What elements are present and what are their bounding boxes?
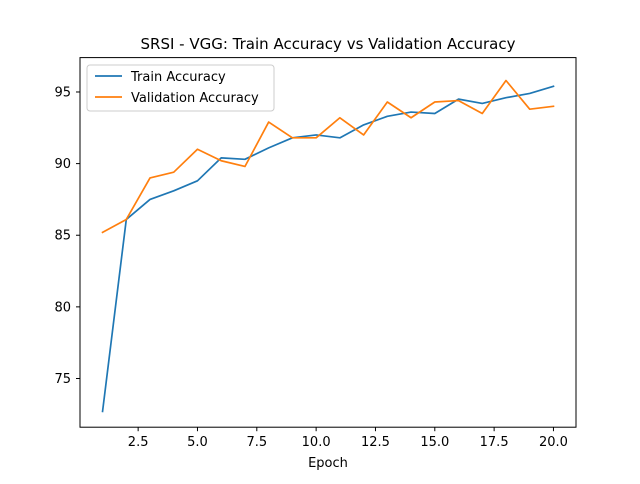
x-axis-label: Epoch xyxy=(308,456,348,471)
data-point-train xyxy=(552,85,555,88)
chart-title: SRSI - VGG: Train Accuracy vs Validation… xyxy=(141,35,516,53)
data-point-validation xyxy=(528,108,531,111)
legend-label-validation: Validation Accuracy xyxy=(131,91,259,106)
data-point-validation xyxy=(291,136,294,139)
data-point-train xyxy=(528,92,531,95)
legend-box xyxy=(86,64,275,112)
x-tick-label: 12.5 xyxy=(361,435,390,450)
x-tick-label: 2.5 xyxy=(128,435,149,450)
plot-area xyxy=(79,57,577,428)
data-point-train xyxy=(243,158,246,161)
data-point-validation xyxy=(243,165,246,168)
data-point-validation xyxy=(125,218,128,221)
data-point-validation xyxy=(267,120,270,123)
legend-item-train: Train Accuracy xyxy=(95,70,226,85)
x-tick-label: 17.5 xyxy=(480,435,509,450)
legend-item-validation: Validation Accuracy xyxy=(95,91,259,106)
series-line-train xyxy=(101,85,555,413)
data-point-validation xyxy=(148,176,151,179)
y-tick-label: 75 xyxy=(54,372,71,387)
data-point-train xyxy=(267,146,270,149)
data-point-train xyxy=(504,96,507,99)
data-point-validation xyxy=(433,100,436,103)
x-tick-label: 5.0 xyxy=(187,435,208,450)
data-point-train xyxy=(101,410,104,413)
legend-label-train: Train Accuracy xyxy=(130,70,226,85)
x-tick-label: 20.0 xyxy=(539,435,568,450)
data-point-train xyxy=(338,136,341,139)
y-axis: 75 80 85 90 95 xyxy=(54,85,80,387)
y-tick-label: 80 xyxy=(54,300,71,315)
data-point-train xyxy=(409,110,412,113)
data-point-train xyxy=(386,115,389,118)
x-tick-label: 7.5 xyxy=(246,435,267,450)
data-point-train xyxy=(433,112,436,115)
data-point-validation xyxy=(504,79,507,82)
data-point-train xyxy=(220,156,223,159)
y-tick-label: 85 xyxy=(54,229,71,244)
x-axis: 2.5 5.0 7.5 10.0 12.5 15.0 17.5 20.0 xyxy=(128,427,568,450)
data-point-validation xyxy=(196,148,199,151)
legend: Train Accuracy Validation Accuracy xyxy=(86,64,275,112)
data-point-validation xyxy=(315,136,318,139)
data-point-validation xyxy=(220,159,223,162)
series-line-validation xyxy=(101,79,555,234)
data-point-validation xyxy=(386,100,389,103)
data-point-train xyxy=(148,198,151,201)
data-point-train xyxy=(362,123,365,126)
data-point-validation xyxy=(552,105,555,108)
y-tick-label: 95 xyxy=(54,85,71,100)
data-point-validation xyxy=(338,116,341,119)
data-point-validation xyxy=(409,116,412,119)
data-point-validation xyxy=(481,112,484,115)
x-tick-label: 15.0 xyxy=(420,435,449,450)
y-tick-label: 90 xyxy=(54,157,71,172)
series-group xyxy=(101,79,555,413)
axes-frame xyxy=(79,57,577,428)
data-point-train xyxy=(196,179,199,182)
data-point-train xyxy=(172,189,175,192)
data-point-validation xyxy=(362,133,365,136)
x-tick-label: 10.0 xyxy=(302,435,331,450)
data-point-validation xyxy=(457,99,460,102)
data-point-validation xyxy=(101,231,104,234)
data-point-validation xyxy=(172,171,175,174)
data-point-train xyxy=(481,102,484,105)
